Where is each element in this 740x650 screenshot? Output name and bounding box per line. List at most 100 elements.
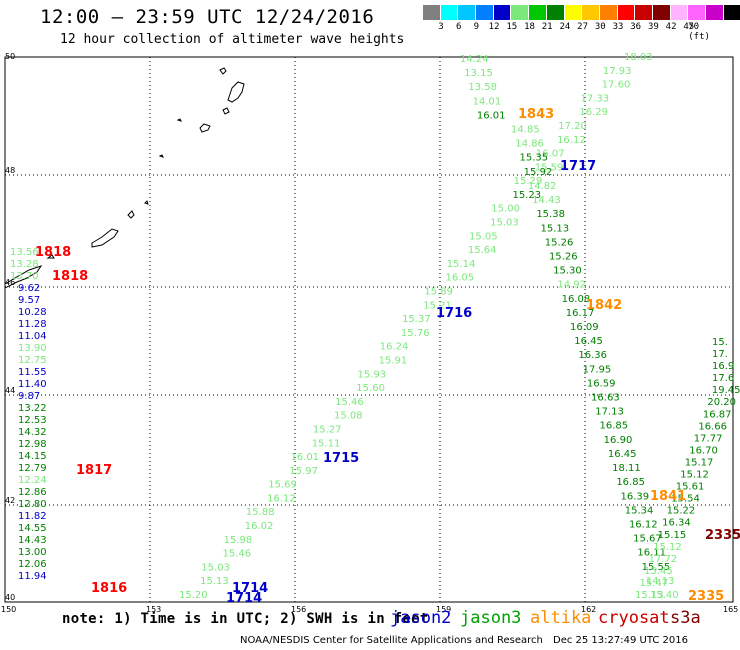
pass-time-label: 1715 bbox=[323, 451, 359, 466]
swh-value: 16.87 bbox=[703, 409, 732, 420]
legend-label: 30 bbox=[594, 22, 606, 32]
x-tick-label: 165 bbox=[723, 605, 738, 614]
pass-time-label: 1716 bbox=[436, 306, 472, 321]
legend-label: 36 bbox=[630, 22, 642, 32]
swh-value: 17.33 bbox=[581, 93, 610, 104]
swh-value: 11.55 bbox=[18, 367, 47, 378]
legend-label: 9 bbox=[473, 22, 480, 32]
swh-value: 9.62 bbox=[18, 283, 40, 294]
swh-value: 16.07 bbox=[536, 149, 565, 160]
swh-value: 16.08 bbox=[562, 294, 591, 305]
coastline-island bbox=[227, 81, 245, 103]
swh-value: 14.55 bbox=[18, 523, 47, 534]
swh-value: 11.82 bbox=[18, 511, 47, 522]
satellite-legend-s3a: s3a bbox=[670, 608, 701, 628]
swh-value: 15.92 bbox=[524, 167, 553, 178]
swh-value: 15.26 bbox=[549, 251, 578, 262]
swh-value: 15.76 bbox=[401, 328, 430, 339]
swh-value: 15.98 bbox=[224, 535, 253, 546]
track-labels: 13.5613.2813.709.629.5710.2811.2811.0413… bbox=[10, 52, 740, 606]
legend-swatch bbox=[599, 5, 618, 20]
legend-swatch bbox=[529, 5, 547, 20]
swh-value: 19.45 bbox=[712, 385, 740, 396]
swh-value: 15.13 bbox=[635, 590, 664, 601]
coastline-island bbox=[127, 210, 135, 219]
coastline-island bbox=[219, 67, 227, 75]
swh-value: 15.20 bbox=[179, 590, 208, 601]
swh-value: 14.24 bbox=[460, 54, 489, 65]
swh-value: 16.36 bbox=[578, 350, 607, 361]
swh-value: 16.01 bbox=[291, 452, 320, 463]
swh-value: 15.08 bbox=[334, 411, 363, 422]
swh-value: 18.11 bbox=[612, 463, 641, 474]
y-tick-label: 44 bbox=[5, 386, 15, 395]
legend-swatch bbox=[458, 5, 477, 20]
swh-value: 15.13 bbox=[541, 223, 570, 234]
swh-value: 15.03 bbox=[490, 218, 519, 229]
swh-value: 15.23 bbox=[512, 190, 541, 201]
swh-value: 18.03 bbox=[624, 52, 653, 63]
swh-value: 10.28 bbox=[18, 307, 47, 318]
legend-swatch bbox=[511, 5, 530, 20]
coastline-island bbox=[91, 228, 119, 248]
pass-time-label: 1843 bbox=[518, 107, 554, 122]
swh-value: 15.34 bbox=[625, 505, 654, 516]
x-tick-label: 162 bbox=[581, 605, 596, 614]
swh-value: 15.61 bbox=[676, 482, 705, 493]
pass-time-label: 1818 bbox=[52, 269, 88, 284]
swh-value: 15.37 bbox=[402, 314, 431, 325]
swh-value: 17.13 bbox=[595, 407, 624, 418]
swh-value: 15.11 bbox=[312, 438, 341, 449]
legend-label: 6 bbox=[455, 22, 462, 32]
satellite-legend-cryosat: cryosat bbox=[598, 608, 670, 628]
legend-swatch bbox=[723, 5, 740, 20]
swh-value: 16.12 bbox=[557, 135, 586, 146]
legend-label: 39 bbox=[647, 22, 659, 32]
legend-swatch bbox=[706, 5, 724, 20]
legend-label: 70 (ft) bbox=[688, 22, 710, 42]
swh-value: 17. bbox=[712, 349, 728, 360]
swh-value: 16.12 bbox=[629, 519, 658, 530]
swh-value: 14.15 bbox=[18, 451, 47, 462]
map-frame bbox=[4, 56, 734, 603]
legend-label: 12 bbox=[488, 22, 500, 32]
swh-value: 14.01 bbox=[473, 96, 502, 107]
swh-value: 16.45 bbox=[574, 336, 603, 347]
y-tick-label: 40 bbox=[5, 593, 15, 602]
swh-value: 15.26 bbox=[545, 237, 574, 248]
legend-swatch bbox=[688, 5, 706, 20]
swh-value: 16.29 bbox=[579, 107, 608, 118]
pass-time-label: 2335 bbox=[688, 589, 724, 604]
swh-value: 15.91 bbox=[379, 355, 408, 366]
y-tick-label: 48 bbox=[5, 166, 15, 175]
swh-value: 16.66 bbox=[698, 421, 727, 432]
swh-value: 14.13 bbox=[646, 576, 675, 587]
legend-swatch bbox=[617, 5, 636, 20]
swh-value: 16.39 bbox=[621, 491, 650, 502]
swh-value: 16.85 bbox=[599, 421, 628, 432]
swh-value: 15.55 bbox=[642, 562, 671, 573]
swh-value: 15.46 bbox=[335, 397, 364, 408]
coastline-island bbox=[4, 265, 43, 289]
swh-value: 13.90 bbox=[18, 343, 47, 354]
swh-value: 17.93 bbox=[603, 66, 632, 77]
swh-value: 17.60 bbox=[602, 80, 631, 91]
pass-time-label: 1816 bbox=[91, 581, 127, 596]
footer-timestamp: Dec 25 13:27:49 UTC 2016 bbox=[553, 635, 688, 646]
x-tick-label: 159 bbox=[436, 605, 451, 614]
swh-value: 15.88 bbox=[246, 507, 275, 518]
y-tick-label: 46 bbox=[5, 278, 15, 287]
satellite-legend-altika: altika bbox=[530, 608, 592, 628]
swh-value: 16.09 bbox=[570, 322, 599, 333]
swh-value: 15.12 bbox=[680, 470, 709, 481]
legend-swatch bbox=[582, 5, 600, 20]
swh-value: 17.20 bbox=[558, 121, 587, 132]
swh-value: 12.24 bbox=[18, 475, 47, 486]
x-tick-label: 156 bbox=[291, 605, 306, 614]
swh-value: 13.58 bbox=[468, 82, 497, 93]
swh-value: 11.94 bbox=[18, 571, 47, 582]
swh-value: 13.70 bbox=[10, 271, 39, 282]
pass-time-label: 1714 bbox=[226, 591, 262, 606]
swh-value: 14.82 bbox=[528, 181, 557, 192]
swh-value: 16.34 bbox=[662, 518, 691, 529]
